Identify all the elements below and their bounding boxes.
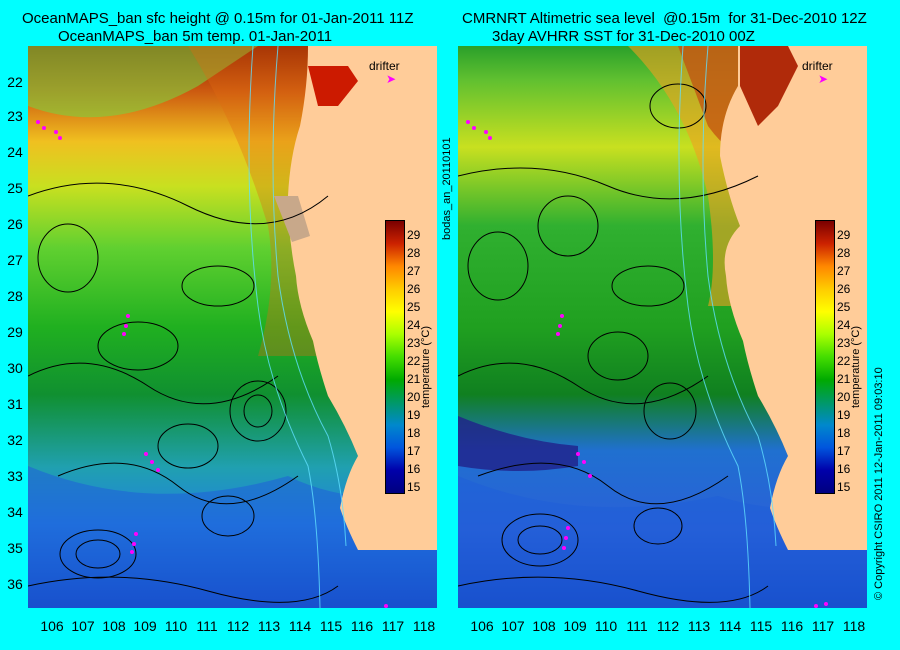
lon-label: 116 (350, 618, 374, 634)
lon-label: 112 (226, 618, 250, 634)
drifter-legend-label-left: drifter (369, 59, 400, 73)
lon-label: 106 (470, 618, 494, 634)
lon-label: 107 (501, 618, 525, 634)
bathymetry-lines (248, 46, 347, 608)
land-shelf (274, 196, 310, 242)
colorbar-right (815, 220, 835, 494)
lat-label: 25 (7, 180, 23, 196)
drifter-tracks (36, 120, 388, 608)
lat-label: 26 (7, 216, 23, 232)
ssh-contours (458, 83, 769, 603)
lat-label: 22 (7, 74, 23, 90)
colorbar-left (385, 220, 405, 494)
lon-label: 115 (319, 618, 343, 634)
lon-label: 115 (749, 618, 773, 634)
right-map-panel (458, 46, 867, 608)
lat-label: 32 (7, 432, 23, 448)
lon-label: 118 (412, 618, 436, 634)
lon-label: 111 (196, 618, 218, 634)
lon-label: 112 (656, 618, 680, 634)
run-id-label: bodas_an_20110101 (441, 137, 453, 240)
colorbar-title-right: temperature (°C) (850, 325, 862, 408)
colorbar-ticks-right: 29 28 27 26 25 24 23 22 21 20 19 18 17 1… (837, 228, 851, 494)
lon-label: 109 (563, 618, 587, 634)
lon-label: 107 (71, 618, 95, 634)
left-title-line2: OceanMAPS_ban 5m temp. 01-Jan-2011 (58, 28, 333, 45)
lon-label: 114 (718, 618, 742, 634)
left-title-line1: OceanMAPS_ban sfc height @ 0.15m for 01-… (22, 10, 414, 27)
lon-label: 113 (687, 618, 711, 634)
colorbar-ticks-left: 29 28 27 26 25 24 23 22 21 20 19 18 17 1… (407, 228, 421, 494)
lon-label: 114 (288, 618, 312, 634)
lat-label: 29 (7, 324, 23, 340)
lat-label: 30 (7, 360, 23, 376)
lat-label: 28 (7, 288, 23, 304)
lon-label: 109 (133, 618, 157, 634)
drifter-legend-label-right: drifter (802, 59, 833, 73)
lon-label: 116 (780, 618, 804, 634)
lon-label: 110 (164, 618, 188, 634)
lon-label: 110 (594, 618, 618, 634)
drifter-tracks (466, 120, 828, 608)
lat-label: 36 (7, 576, 23, 592)
land-hotspot (740, 46, 798, 126)
land-hotspot (308, 66, 358, 106)
lon-label: 117 (811, 618, 835, 634)
left-map-panel (28, 46, 437, 608)
lat-label: 31 (7, 396, 23, 412)
lon-label: 108 (102, 618, 126, 634)
bathymetry-lines (678, 46, 777, 608)
drifter-legend-marker-right: ➤ (818, 72, 829, 86)
copyright-label: © Copyright CSIRO 2011 12-Jan-2011 09:03… (873, 367, 885, 600)
lon-label: 117 (381, 618, 405, 634)
lat-label: 24 (7, 144, 23, 160)
lat-label: 23 (7, 108, 23, 124)
lat-label: 35 (7, 540, 23, 556)
lat-label: 34 (7, 504, 23, 520)
lat-label: 27 (7, 252, 23, 268)
right-title-line2: 3day AVHRR SST for 31-Dec-2010 00Z (492, 28, 755, 45)
lon-label: 113 (257, 618, 281, 634)
lon-label: 111 (626, 618, 648, 634)
lon-label: 108 (532, 618, 556, 634)
lat-label: 33 (7, 468, 23, 484)
drifter-legend-marker-left: ➤ (386, 72, 397, 86)
ssh-contours (28, 182, 339, 603)
lon-label: 106 (40, 618, 64, 634)
lon-label: 118 (842, 618, 866, 634)
colorbar-title-left: temperature (°C) (420, 325, 432, 408)
right-title-line1: CMRNRT Altimetric sea level @0.15m for 3… (462, 10, 867, 27)
